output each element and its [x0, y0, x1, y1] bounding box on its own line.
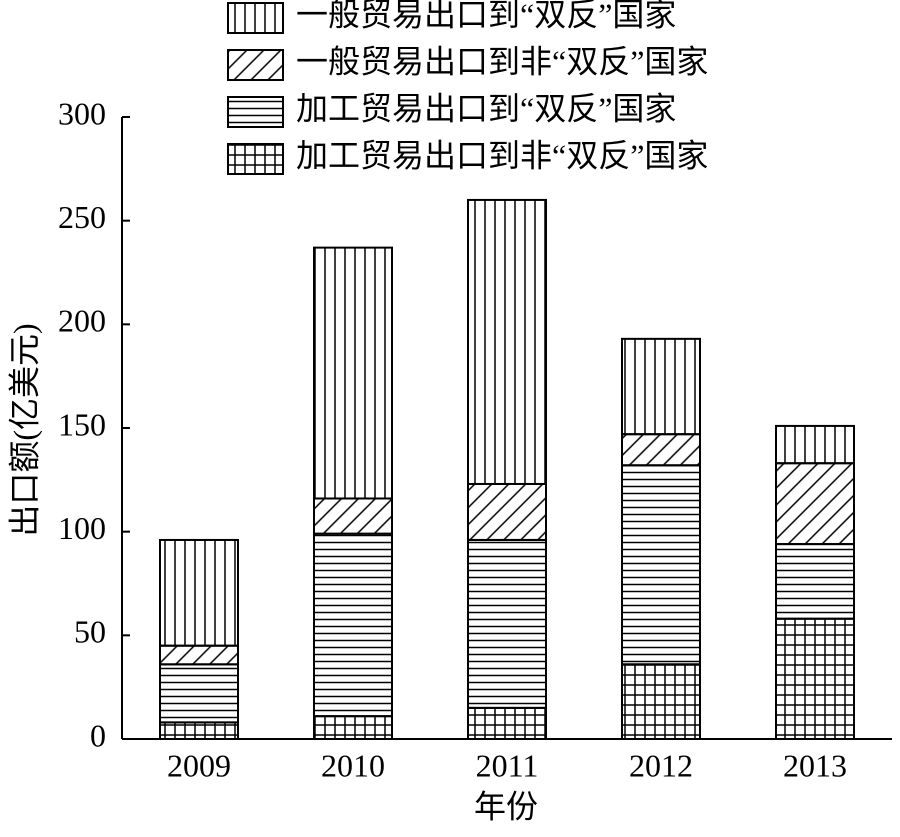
legend-swatch [227, 96, 284, 128]
legend-label: 一般贸易出口到非“双反”国家 [296, 43, 708, 79]
bar-segment [775, 424, 855, 465]
bar-segment [313, 715, 393, 741]
x-tick-label: 2009 [167, 747, 231, 783]
x-tick-label: 2013 [783, 747, 847, 783]
bar-segment [621, 433, 701, 467]
bar-segment [313, 246, 393, 500]
bar-segment [159, 644, 239, 666]
bar-segment [159, 538, 239, 647]
bar-segment [621, 663, 701, 740]
legend-label: 加工贸易出口到非“双反”国家 [296, 137, 708, 173]
y-tick-label: 250 [58, 199, 106, 235]
y-tick-label: 50 [74, 614, 106, 650]
y-tick-label: 300 [58, 95, 106, 131]
bar-segment [467, 198, 547, 485]
legend-label: 加工贸易出口到“双反”国家 [296, 90, 676, 126]
y-tick-label: 150 [58, 406, 106, 442]
bar-segment [775, 617, 855, 740]
legend-swatch [227, 143, 284, 175]
y-tick-label: 0 [90, 717, 106, 753]
bar-segment [313, 497, 393, 535]
bar-segment [775, 543, 855, 620]
x-tick-label: 2010 [321, 747, 385, 783]
bar-segment [313, 532, 393, 718]
legend-swatch [227, 49, 284, 81]
bar-segment [467, 706, 547, 741]
y-tick-label: 100 [58, 510, 106, 546]
bar-segment [159, 721, 239, 740]
y-tick-label: 200 [58, 303, 106, 339]
y-axis-label: 出口额(亿美元) [6, 323, 42, 536]
x-axis-label: 年份 [474, 788, 538, 824]
bar-segment [467, 538, 547, 709]
bar-segment [159, 663, 239, 724]
bar-segment [467, 482, 547, 541]
bar-segment [621, 337, 701, 436]
x-tick-label: 2012 [629, 747, 693, 783]
x-tick-label: 2011 [476, 747, 539, 783]
legend-label: 一般贸易出口到“双反”国家 [296, 0, 676, 32]
legend-swatch [227, 2, 284, 34]
bar-segment [621, 464, 701, 666]
bar-segment [775, 462, 855, 546]
